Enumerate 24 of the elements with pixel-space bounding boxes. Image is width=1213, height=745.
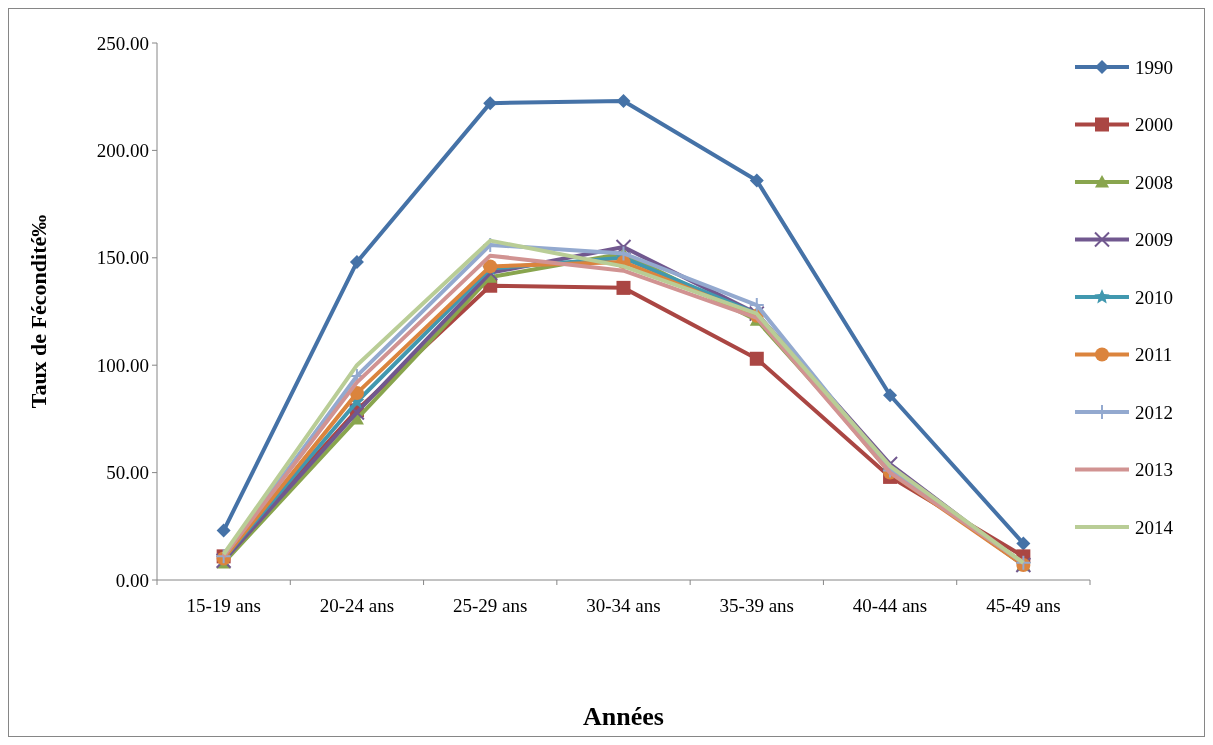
y-axis-title: Taux de Fécondité‰	[26, 214, 51, 409]
y-tick-label: 150.00	[96, 247, 149, 269]
legend-label: 1990	[1135, 56, 1173, 78]
y-tick-label: 250.00	[96, 32, 149, 54]
y-tick-label: 0.00	[115, 569, 149, 591]
x-tick-label: 15-19 ans	[186, 595, 261, 616]
legend-label: 2008	[1135, 171, 1173, 193]
x-axis-title: Années	[583, 702, 664, 731]
legend-label: 2013	[1135, 459, 1173, 481]
x-tick-label: 40-44 ans	[852, 595, 928, 616]
legend-label: 2010	[1135, 286, 1173, 308]
x-tick-label: 30-34 ans	[586, 595, 661, 616]
y-tick-label: 200.00	[96, 140, 149, 162]
x-tick-label: 45-49 ans	[986, 595, 1061, 616]
legend-label: 2012	[1135, 401, 1173, 423]
y-tick-label: 50.00	[106, 462, 149, 484]
legend-label: 2011	[1135, 344, 1173, 366]
x-tick-label: 35-39 ans	[719, 595, 794, 616]
y-tick-label: 100.00	[96, 354, 149, 376]
x-tick-label: 25-29 ans	[453, 595, 528, 616]
legend-label: 2000	[1135, 114, 1173, 136]
legend-label: 2009	[1135, 229, 1173, 251]
legend-label: 2014	[1135, 516, 1174, 538]
x-tick-label: 20-24 ans	[319, 595, 395, 616]
